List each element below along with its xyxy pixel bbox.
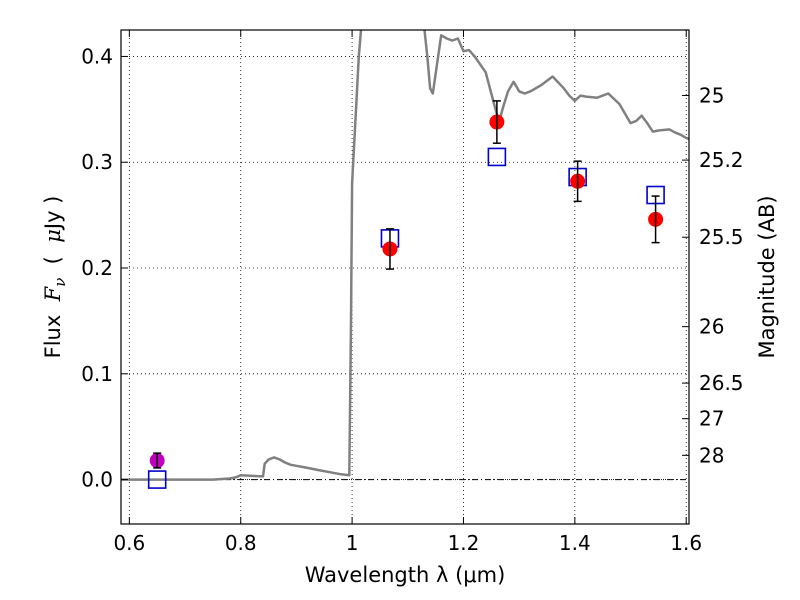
mag-tick-label: 26.5 <box>699 371 744 395</box>
x-tick-label: 1.4 <box>559 531 591 555</box>
x-axis-label: Wavelength λ (μm) <box>305 563 506 587</box>
x-tick-label: 0.8 <box>225 531 257 555</box>
y-tick-label: 0.2 <box>81 256 113 280</box>
x-tick-label: 1.6 <box>670 531 702 555</box>
plot-frame <box>120 29 690 525</box>
plot-background <box>121 30 689 524</box>
mag-tick-label: 28 <box>699 443 724 467</box>
y-axis-label: Flux Fν ( μJy ) <box>41 196 69 359</box>
x-tick-label: 0.6 <box>113 531 145 555</box>
mag-tick-label: 25 <box>699 83 724 107</box>
grid <box>121 30 689 524</box>
x-tick-label: 1.2 <box>448 531 480 555</box>
mag-tick-label: 25.2 <box>699 148 744 172</box>
y-tick-label: 0.0 <box>81 468 113 492</box>
ticks: 0.6 0.8 1 1.2 1.4 1.6 0.0 0.1 0.2 0.3 0.4 25 25.2 25.… <box>81 30 744 555</box>
model-square-marker <box>147 470 167 489</box>
y-tick-label: 0.1 <box>81 362 113 386</box>
spectrum-line <box>121 30 689 481</box>
mag-tick-label: 26 <box>699 315 724 339</box>
x-tick-label: 1 <box>346 531 359 555</box>
y2-axis-label: Magnitude (AB) <box>755 195 779 358</box>
model-square-marker <box>487 147 507 167</box>
y-tick-label: 0.3 <box>81 150 113 174</box>
series-layer <box>121 30 689 489</box>
mag-tick-label: 27 <box>699 407 724 431</box>
y-tick-label: 0.4 <box>81 44 113 68</box>
mag-tick-label: 25.5 <box>699 225 744 249</box>
